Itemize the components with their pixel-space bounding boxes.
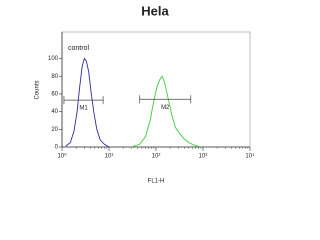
histogram-line (65, 57, 110, 148)
y-tick-label: 60 (51, 92, 58, 98)
x-axis-label: FL1-H (148, 179, 165, 185)
y-tick-label: 100 (48, 56, 59, 62)
y-tick-label: 80 (51, 74, 58, 80)
x-tick-label: 10⁴ (245, 153, 255, 160)
x-tick-label: 10³ (199, 154, 208, 160)
y-tick-label: 40 (51, 109, 58, 115)
x-tick-label: 10² (152, 154, 161, 160)
y-axis-label: Counts (35, 80, 41, 99)
marker-label: M2 (161, 105, 170, 111)
chart: Hela control FL1-H Counts 0 20 40 60 80 100 10… (35, 3, 255, 185)
histogram-line (131, 75, 201, 148)
y-tick-label: 0 (55, 145, 59, 151)
marker-label: M1 (79, 106, 88, 112)
x-tick-label: 10¹ (105, 154, 114, 160)
chart-title: Hela (141, 3, 169, 18)
x-tick-label: 10⁰ (57, 153, 67, 160)
y-tick-label: 20 (51, 127, 58, 133)
annotation: control (68, 45, 89, 52)
